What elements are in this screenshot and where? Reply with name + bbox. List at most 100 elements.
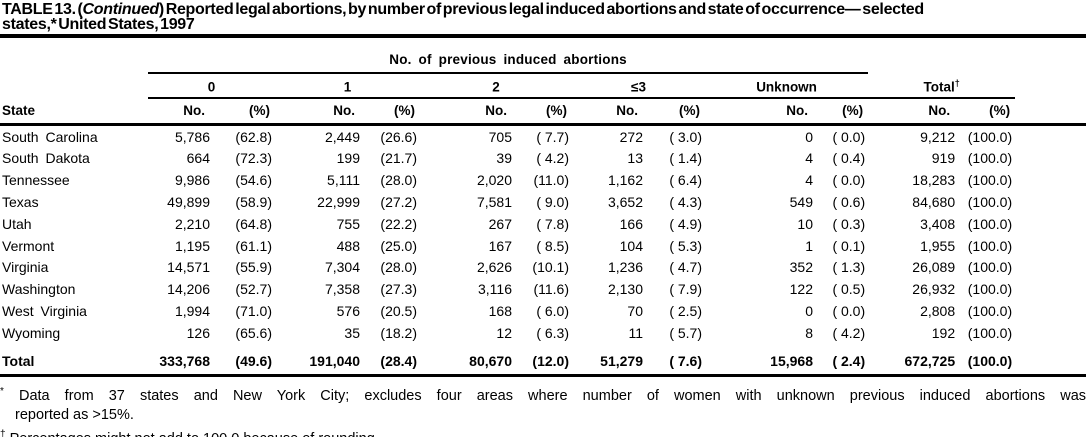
pct-cell: (11.0) <box>533 172 569 189</box>
num-cell: 0 <box>805 128 813 145</box>
no-header-le3: No. <box>572 97 643 126</box>
pct-cell: ( 0.0) <box>832 302 866 319</box>
pct-cell: (18.2) <box>380 324 417 341</box>
filler-cell <box>1015 300 1086 322</box>
pct-cell: (28.4) <box>360 343 420 378</box>
num-cell: 49,899 <box>167 194 210 211</box>
pct-cell: (100.0) <box>967 324 1013 341</box>
pct-cell: ( 1.4) <box>669 150 702 167</box>
pct-cell: ( 0.0) <box>832 172 866 189</box>
pct-cell: (21.7) <box>380 150 417 167</box>
table-row: Vermont 1,195 (61.1) 488 (25.0) 167 ( 8.5) 104 (… <box>0 234 1086 256</box>
previous-abortions-spanner: No. of previous induced abortions <box>148 50 869 74</box>
group-header-unknown: Unknown <box>705 73 869 99</box>
state-cell: West Virginia <box>2 302 87 319</box>
num-cell: 352 <box>789 259 813 276</box>
num-cell: 705 <box>488 128 512 145</box>
num-cell: 9,212 <box>920 128 956 145</box>
num-cell: 1,162 <box>607 172 643 189</box>
num-cell: 267 <box>488 215 512 232</box>
pct-cell: ( 0.4) <box>832 150 866 167</box>
pct-cell: ( 0.0) <box>832 128 866 145</box>
abortions-by-previous-abortions-table: No. of previous induced abortions 0 1 2 … <box>0 50 1086 378</box>
pct-cell: ( 4.7) <box>669 259 702 276</box>
spanner-row-state-spacer <box>0 50 148 73</box>
state-cell: Vermont <box>2 237 55 254</box>
pct-cell: (64.8) <box>235 215 272 232</box>
subheader-row: State No. (%) No. (%) No. (%) No. (%) No… <box>0 97 1086 126</box>
title-divider-rule <box>0 34 1086 38</box>
table-body: South Carolina 5,786 (62.8) 2,449 (26.6) 705 (… <box>0 124 1086 343</box>
num-cell: 26,089 <box>912 259 956 276</box>
num-cell: 919 <box>931 150 956 167</box>
num-cell: 1,195 <box>174 237 210 254</box>
pct-cell: (100.0) <box>967 150 1013 167</box>
num-cell: 51,279 <box>572 343 643 378</box>
state-cell: Texas <box>2 194 39 211</box>
num-cell: 5,786 <box>174 128 210 145</box>
group-row-filler <box>1015 73 1086 98</box>
num-cell: 7,358 <box>324 281 360 298</box>
group-header-2: 2 <box>420 73 572 99</box>
num-cell: 1,955 <box>920 237 956 254</box>
pct-cell: ( 0.6) <box>832 194 866 211</box>
pct-cell: (10.1) <box>532 259 569 276</box>
footnotes: * Data from 37 states and New York City;… <box>0 382 1086 437</box>
num-cell: 35 <box>344 324 360 341</box>
pct-cell: ( 4.9) <box>669 215 702 232</box>
num-cell: 2,020 <box>476 172 512 189</box>
num-cell: 2,808 <box>920 302 956 319</box>
pct-cell: ( 4.3) <box>669 194 702 211</box>
num-cell: 104 <box>619 237 643 254</box>
num-cell: 672,725 <box>868 343 956 378</box>
num-cell: 755 <box>336 215 360 232</box>
filler-cell <box>1015 191 1086 213</box>
table-row: Texas 49,899 (58.9) 22,999 (27.2) 7,581 ( 9.0)… <box>0 191 1086 213</box>
num-cell: 2,210 <box>174 215 210 232</box>
num-cell: 488 <box>336 237 360 254</box>
state-cell: South Carolina <box>2 128 98 145</box>
spanner-row: No. of previous induced abortions <box>0 50 1086 74</box>
pct-cell: (100.0) <box>967 215 1013 232</box>
subheader-row-filler <box>1015 97 1086 126</box>
pct-cell: (27.3) <box>380 281 417 298</box>
pct-cell: ( 2.4) <box>813 343 869 378</box>
num-cell: 7,581 <box>476 194 512 211</box>
num-cell: 664 <box>186 150 210 167</box>
pct-cell: (100.0) <box>967 172 1013 189</box>
num-cell: 1 <box>805 237 813 254</box>
pct-header-1: (%) <box>360 97 420 126</box>
no-header-total: No. <box>868 97 956 126</box>
num-cell: 80,670 <box>420 343 512 378</box>
pct-header-unknown: (%) <box>813 97 869 126</box>
pct-cell: ( 6.0) <box>536 302 569 319</box>
pct-cell: ( 5.7) <box>669 324 702 341</box>
table-row: Wyoming 126 (65.6) 35 (18.2) 12 ( 6.3) 11 ( 5.7)… <box>0 322 1086 344</box>
group-header-0: 0 <box>148 73 275 99</box>
num-cell: 126 <box>186 324 210 341</box>
pct-cell: (61.1) <box>235 237 272 254</box>
num-cell: 549 <box>789 194 813 211</box>
state-cell: Tennessee <box>2 172 70 189</box>
num-cell: 3,116 <box>478 281 512 298</box>
pct-cell: ( 0.1) <box>832 237 866 254</box>
spanner-row-total-spacer <box>868 50 1015 73</box>
num-cell: 122 <box>789 281 813 298</box>
pct-cell: (100.0) <box>967 237 1013 254</box>
filler-cell <box>1015 147 1086 169</box>
state-cell: Washington <box>2 281 76 298</box>
pct-cell: (72.3) <box>235 150 272 167</box>
title-suffix: ) Reported legal abortions, by number of… <box>158 1 924 18</box>
num-cell: 199 <box>336 150 360 167</box>
num-cell: 192 <box>931 324 956 341</box>
num-cell: 2,130 <box>607 281 643 298</box>
pct-cell: (58.9) <box>235 194 272 211</box>
pct-cell: (20.5) <box>380 302 417 319</box>
pct-cell: ( 1.3) <box>832 259 866 276</box>
num-cell: 8 <box>805 324 813 341</box>
table-row: Utah 2,210 (64.8) 755 (22.2) 267 ( 7.8) 166 ( 4.… <box>0 213 1086 235</box>
pct-cell: ( 2.5) <box>669 302 702 319</box>
pct-cell: ( 7.6) <box>643 343 705 378</box>
table-row: West Virginia 1,994 (71.0) 576 (20.5) 168 ( 6.… <box>0 300 1086 322</box>
num-cell: 4 <box>805 172 813 189</box>
